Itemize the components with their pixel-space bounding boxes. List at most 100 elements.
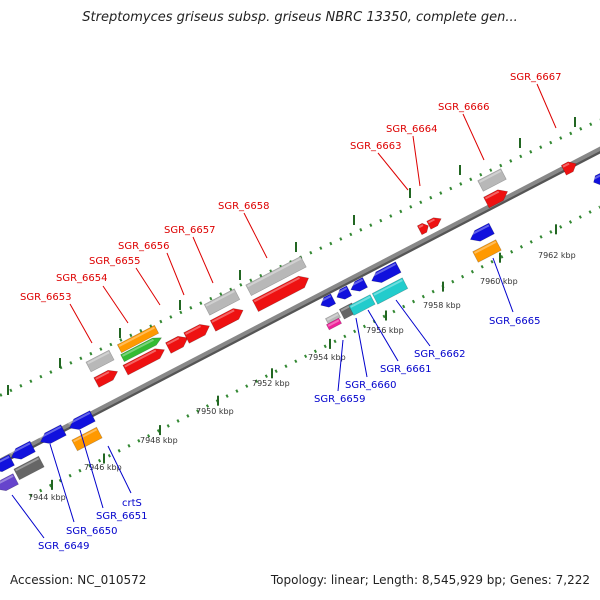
leader-line [412,135,421,187]
gene-block-6659 [324,311,342,325]
gene-block-6659-highlight [326,313,339,321]
gene-label[interactable]: SGR_6650 [66,526,118,537]
gene-label[interactable]: SGR_6663 [350,141,402,152]
gene-block-6650-highlight [15,457,40,472]
gene-label[interactable]: SGR_6655 [89,256,141,267]
gene-arrow-6649a-highlight [9,442,31,455]
gene-block-6658a-highlight [205,290,235,307]
kbp-label: 7960 kbp [480,277,518,286]
gene-arrow-6659a-highlight [319,295,332,303]
gene-arrow-6648-highlight [0,455,10,463]
gene-arrow-6658a-highlight [211,309,235,323]
gene-block-6662-highlight [373,279,403,296]
gene-label[interactable]: SGR_6649 [38,541,90,552]
gene-arrow-6649 [0,473,19,492]
gene-block-crts [71,426,103,452]
gene-label[interactable]: SGR_6657 [164,225,216,236]
gene-block-6650 [13,455,45,481]
gene-arrow-6648 [0,454,15,473]
gene-arrow-6664-highlight [428,218,435,224]
gene-label[interactable]: SGR_6658 [218,201,270,212]
leader-line [377,152,409,191]
leader-line [243,212,268,259]
gene-arrow-edge [593,173,600,186]
gene-label[interactable]: SGR_6656 [118,241,170,252]
leader-line [536,83,557,129]
leader-line [135,267,161,306]
gene-arrow-6667 [560,161,577,176]
gene-arrow-6658a [209,308,244,332]
gene-arrow-6656-highlight [124,349,157,368]
gene-arrow-6665a-highlight [468,224,490,237]
kbp-label: 7958 kbp [423,301,461,310]
kbp-label: 7952 kbp [252,379,290,388]
gene-arrow-6665a [469,222,495,242]
map-title: Streptomyces griseus subsp. griseus NBRC… [82,10,518,25]
kbp-label: 7948 kbp [140,436,178,445]
gene-label[interactable]: SGR_6660 [345,380,397,391]
gene-arrow-6655-highlight [122,338,154,357]
leader-line [462,113,485,161]
gene-block-6659b-highlight [327,319,340,327]
gene-label[interactable]: SGR_6661 [380,364,432,375]
leader-line [367,309,399,362]
gene-arrow-6667-highlight [562,162,570,168]
lower-dotted-track [29,205,600,498]
gene-arrow-6658-highlight [253,277,300,303]
kbp-label: 7956 kbp [366,326,404,335]
gene-arrow-6654 [116,324,160,354]
leader-line [49,443,75,523]
gene-arrow-6663 [416,222,429,236]
gene-label[interactable]: SGR_6666 [438,102,490,113]
gene-arrow-6661a-highlight [349,278,364,287]
gene-arrow-6657b [183,324,210,344]
gene-label[interactable]: SGR_6665 [489,316,541,327]
gene-arrow-6651a-highlight [68,412,91,425]
leader-line [11,494,45,539]
gene-block-6666-highlight [479,170,502,183]
kbp-label: 7950 kbp [196,407,234,416]
gene-arrow-6650a-highlight [39,426,62,439]
gene-label[interactable]: SGR_6651 [96,511,148,522]
gene-block-6659b [325,317,343,331]
gene-arrow-6661a [350,276,369,292]
gene-arrow-6656 [122,348,165,376]
gene-arrow-6663-highlight [418,224,424,229]
gene-arrow-edge-highlight [592,174,600,181]
gene-arrow-6655 [120,337,163,363]
gene-block-crts-highlight [73,428,98,443]
topology-text: Topology: linear; Length: 8,545,929 bp; … [270,573,590,587]
kbp-label: 7946 kbp [84,463,122,472]
kbp-label: 7954 kbp [308,353,346,362]
gene-block-6665-highlight [474,241,497,254]
gene-label[interactable]: SGR_6654 [56,273,108,284]
gene-label[interactable]: SGR_6664 [386,124,438,135]
leader-line [79,429,104,509]
gene-block-6665 [472,239,502,263]
gene-arrow-6657a [165,335,189,354]
leader-line [192,236,214,284]
gene-block-6658 [245,255,307,297]
leader-line [102,285,129,324]
gene-label[interactable]: SGR_6662 [414,349,466,360]
gene-arrow-6666-highlight [484,190,500,200]
gene-block-6658-highlight [247,257,302,288]
leader-line [492,257,514,313]
gene-label[interactable]: crtS [122,498,142,509]
leader-line [107,445,132,494]
gene-arrow-6659a [320,293,337,308]
gene-arrow-6649-highlight [0,474,14,484]
upper-dotted-track [0,118,600,398]
kbp-label: 7962 kbp [538,251,576,260]
leader-line [166,252,185,296]
gene-arrow-6660a-highlight [335,287,348,295]
gene-arrow-6658 [251,275,310,313]
gene-label[interactable]: SGR_6653 [20,292,72,303]
gene-block-6653-highlight [87,351,110,365]
gene-label[interactable]: SGR_6659 [314,394,366,405]
accession-text: Accession: NC_010572 [10,573,147,587]
gene-block-6662 [371,277,409,305]
gene-label[interactable]: SGR_6667 [510,72,562,83]
leader-line [395,299,431,347]
